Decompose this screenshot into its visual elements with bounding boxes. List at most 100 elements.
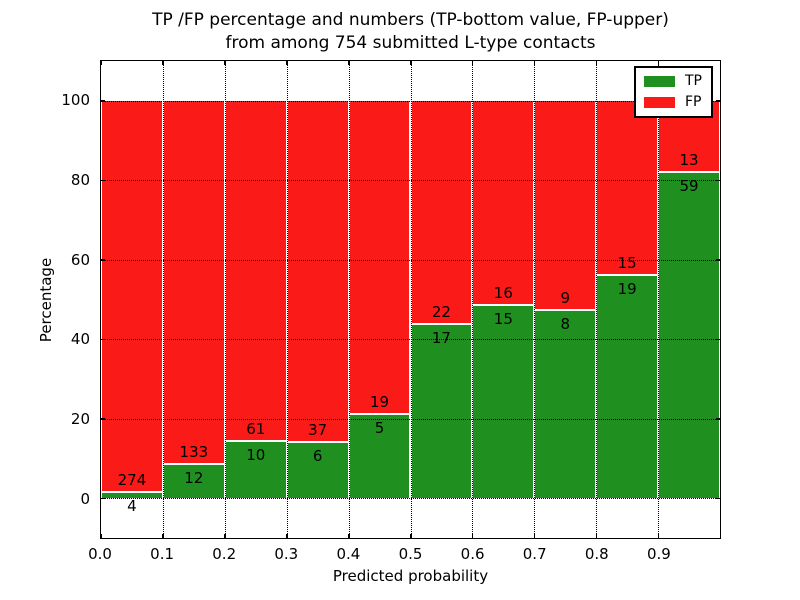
- x-tick-label-0.8: 0.8: [584, 545, 609, 563]
- tp-legend-label: TP: [685, 73, 702, 89]
- y-tick-mark: [100, 497, 105, 500]
- tp-count-label: 59: [679, 176, 699, 195]
- tp-count-label: 4: [127, 496, 137, 515]
- bar-0.4-0.5: [348, 100, 411, 499]
- fp-count-label: 9: [560, 289, 571, 308]
- x-tick-mark: [162, 60, 164, 65]
- chart-title-line2: from among 754 submitted L-type contacts: [225, 33, 596, 53]
- y-tick-label-60: 60: [70, 250, 90, 269]
- fp-count-label: 274: [117, 470, 147, 489]
- y-tick-mark: [100, 179, 105, 182]
- bar-0.1-0.2: [162, 100, 225, 499]
- x-tick-mark: [595, 534, 598, 539]
- tp-count-label: 12: [184, 469, 204, 488]
- x-tick-mark: [348, 534, 350, 539]
- v-gridline-0.9: [658, 61, 660, 538]
- x-tick-mark: [224, 534, 226, 539]
- bar-fp-segment: [287, 100, 348, 443]
- x-tick-mark: [100, 534, 102, 539]
- chart-title: TP /FP percentage and numbers (TP-bottom…: [100, 9, 721, 55]
- x-tick-mark: [100, 60, 102, 65]
- fp-legend-label: FP: [685, 94, 702, 110]
- v-gridline-0.5: [410, 61, 412, 538]
- x-tick-label-0.1: 0.1: [150, 545, 175, 563]
- ticks-layer: [100, 60, 721, 539]
- x-tick-mark: [471, 60, 474, 65]
- bar-0.3-0.4: [286, 100, 349, 499]
- x-tick-label-0.3: 0.3: [274, 545, 299, 563]
- bar-0.2-0.3: [224, 100, 287, 499]
- x-tick-mark: [410, 534, 412, 539]
- bar-tp-segment: [473, 305, 534, 499]
- x-tick-mark: [286, 60, 288, 65]
- bar-fp-segment: [225, 100, 286, 443]
- y-tick-mark: [716, 259, 721, 261]
- y-tick-mark: [716, 418, 721, 420]
- fp-legend-swatch: [644, 96, 675, 108]
- x-tick-label-0.4: 0.4: [336, 545, 361, 563]
- bar-fp-segment: [597, 100, 658, 277]
- x-tick-label-0.5: 0.5: [398, 545, 423, 563]
- fp-count-label: 37: [308, 420, 328, 439]
- bar-fp-segment: [411, 100, 472, 325]
- legend-entry-tp: TP: [644, 74, 702, 88]
- x-tick-mark: [595, 60, 598, 65]
- tp-count-label: 5: [374, 419, 385, 438]
- bar-tp-segment: [163, 465, 224, 499]
- v-gridline-0.1: [162, 61, 164, 538]
- fp-count-label: 16: [493, 283, 513, 302]
- bar-tp-segment: [287, 442, 348, 499]
- y-tick-mark: [100, 259, 105, 261]
- bar-labels-layer: 274 4 133 12 61 10 37 6 19 5 22 17 16 15 9 8 15 19 13 59: [101, 61, 720, 538]
- v-gridline-0.3: [286, 61, 288, 538]
- x-tick-mark: [657, 534, 660, 539]
- tp-count-label: 6: [312, 446, 323, 465]
- x-tick-label-0.2: 0.2: [212, 545, 237, 563]
- bar-tp-segment: [597, 276, 658, 499]
- bar-0.0-0.1: [101, 100, 163, 499]
- v-gridline-0.2: [224, 61, 226, 538]
- bar-0.8-0.9: [596, 100, 659, 499]
- y-tick-mark: [716, 497, 721, 500]
- bar-fp-segment: [473, 100, 534, 306]
- x-tick-mark: [533, 60, 536, 65]
- bar-tp-segment: [349, 415, 410, 499]
- tp-legend-swatch: [644, 75, 675, 87]
- bar-fp-segment: [535, 100, 596, 312]
- bar-fp-segment: [163, 100, 224, 466]
- y-tick-label-80: 80: [70, 170, 90, 189]
- v-gridline-0.6: [472, 61, 474, 538]
- v-gridline-0.7: [534, 61, 536, 538]
- y-tick-mark: [716, 179, 721, 182]
- y-tick-label-20: 20: [70, 410, 90, 429]
- bar-0.5-0.6: [410, 100, 473, 499]
- fp-count-label: 61: [246, 420, 266, 439]
- bars-layer: [101, 61, 720, 538]
- bar-tp-segment: [535, 311, 596, 499]
- y-tick-label-0: 0: [80, 490, 90, 509]
- bar-0.6-0.7: [472, 100, 535, 499]
- fp-count-label: 19: [370, 393, 390, 412]
- tp-count-label: 15: [493, 309, 513, 328]
- tp-count-label: 17: [431, 328, 451, 347]
- y-tick-mark: [100, 100, 105, 102]
- y-tick-mark: [100, 338, 105, 341]
- x-tick-mark: [224, 60, 226, 65]
- fp-count-label: 13: [679, 150, 699, 169]
- fp-count-label: 133: [179, 443, 209, 462]
- bar-tp-segment: [659, 172, 719, 499]
- x-axis-label: Predicted probability: [332, 567, 489, 585]
- bar-fp-segment: [349, 100, 410, 416]
- x-tick-mark: [471, 534, 474, 539]
- y-tick-mark: [716, 338, 721, 341]
- y-tick-label-40: 40: [70, 330, 90, 349]
- v-gridline-0.8: [596, 61, 598, 538]
- x-tick-label-0.9: 0.9: [646, 545, 671, 563]
- x-tick-mark: [657, 60, 660, 65]
- grid-layer: [101, 61, 720, 538]
- tp-count-label: 19: [617, 280, 637, 299]
- x-tick-mark: [162, 534, 164, 539]
- v-gridline-0.4: [348, 61, 350, 538]
- chart-title-line1: TP /FP percentage and numbers (TP-bottom…: [152, 10, 669, 30]
